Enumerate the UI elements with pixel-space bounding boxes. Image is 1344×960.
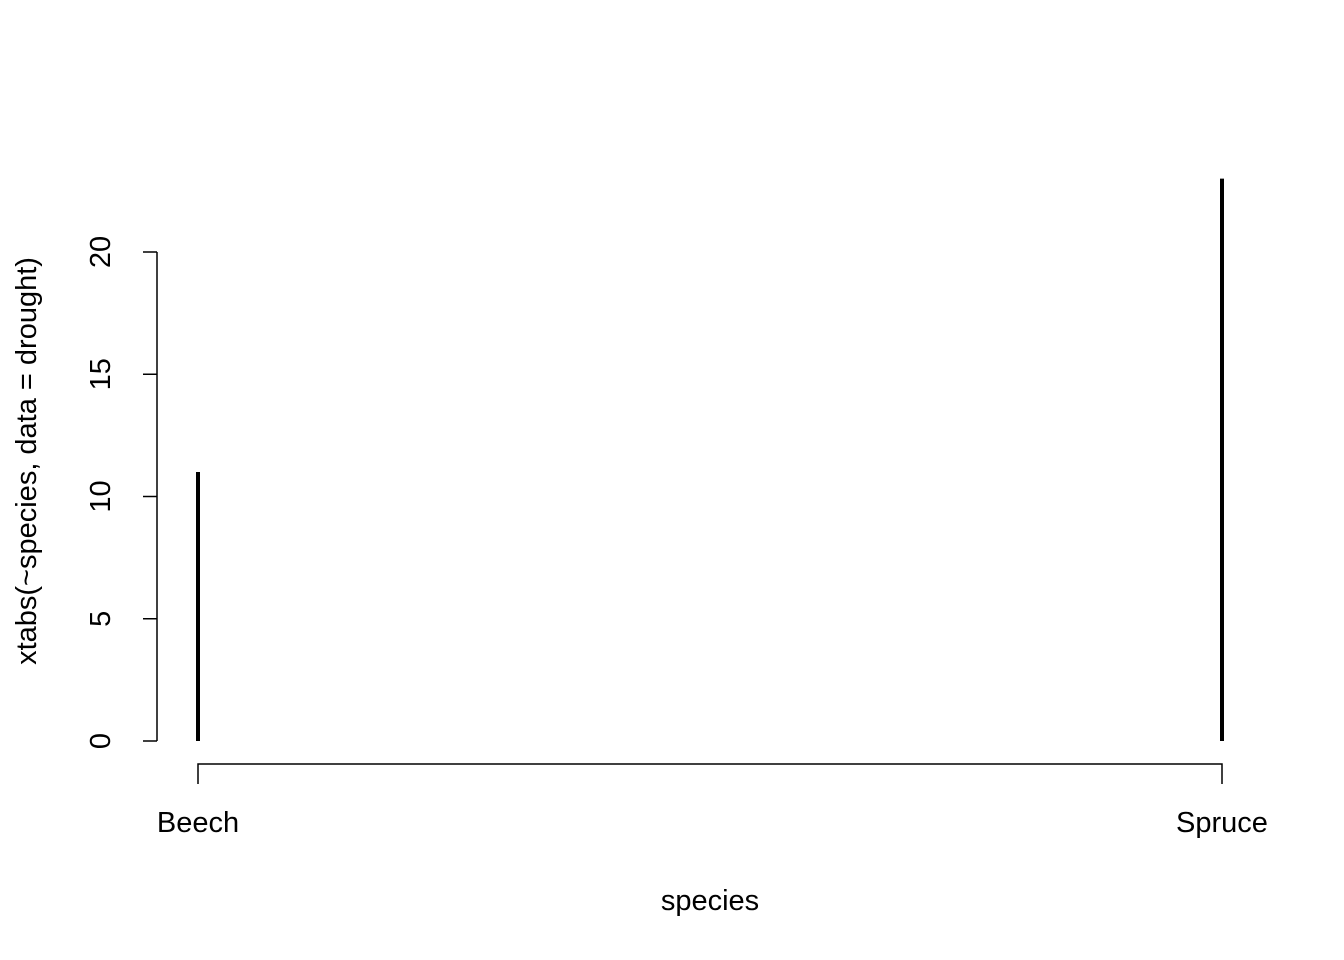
x-tick-label: Spruce bbox=[1176, 807, 1268, 839]
y-ticks: 0 5 10 15 20 bbox=[85, 236, 157, 749]
y-axis: 0 5 10 15 20 bbox=[85, 236, 158, 749]
y-tick-label: 0 bbox=[85, 733, 117, 749]
y-tick-label: 15 bbox=[85, 358, 117, 390]
x-axis: Beech Spruce bbox=[157, 763, 1268, 839]
x-tick-label: Beech bbox=[157, 807, 239, 839]
y-tick-label: 10 bbox=[85, 480, 117, 512]
data-spikes bbox=[196, 178, 1224, 741]
x-ticks: Beech Spruce bbox=[157, 807, 1268, 839]
x-axis-line bbox=[197, 763, 1223, 784]
y-axis-label: xtabs(~species, data = drought) bbox=[11, 257, 43, 665]
x-axis-label: species bbox=[661, 885, 759, 917]
y-tick-label: 5 bbox=[85, 611, 117, 627]
y-tick-label: 20 bbox=[85, 236, 117, 268]
